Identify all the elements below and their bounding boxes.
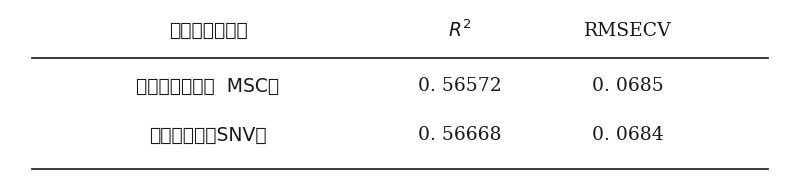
Text: 标准归一化（SNV）: 标准归一化（SNV） [149,125,267,145]
Text: 0. 0684: 0. 0684 [592,126,664,144]
Text: $R^2$: $R^2$ [448,20,472,41]
Text: 光谱预处理方法: 光谱预处理方法 [169,21,247,40]
Text: RMSECV: RMSECV [584,22,672,40]
Text: 0. 56572: 0. 56572 [418,77,502,95]
Text: 多元散射校正（  MSC）: 多元散射校正（ MSC） [137,77,279,96]
Text: 0. 56668: 0. 56668 [418,126,502,144]
Text: 0. 0685: 0. 0685 [592,77,664,95]
